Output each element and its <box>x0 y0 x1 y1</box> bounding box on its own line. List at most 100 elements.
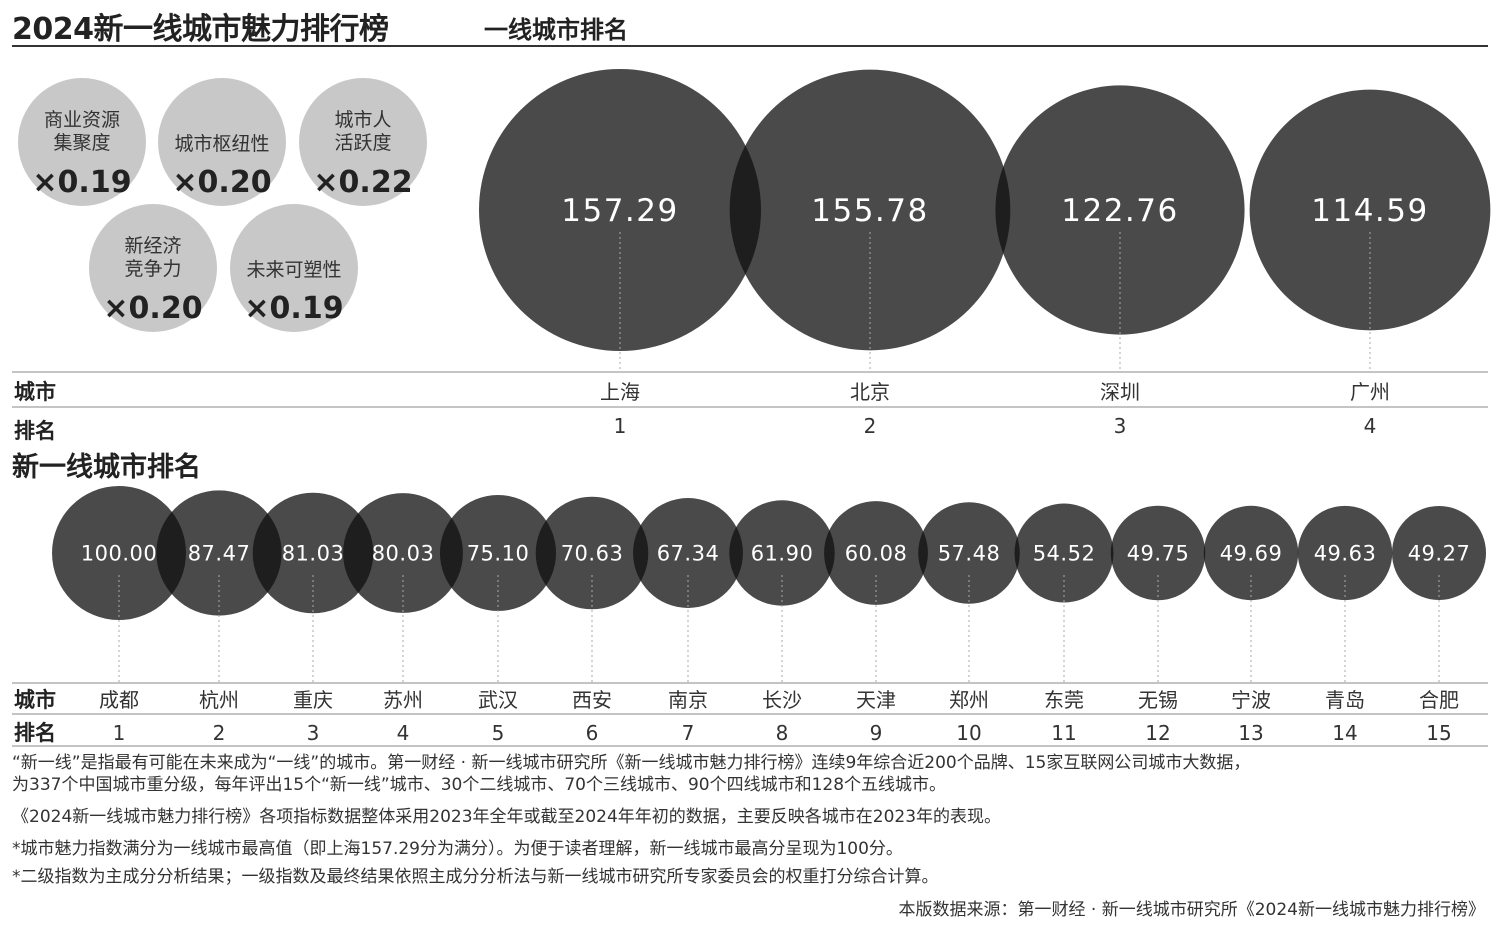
newtier1-bubble <box>1391 505 1487 601</box>
newtier1-value-label: 75.10 <box>467 541 530 565</box>
factor-label: 竞争力 <box>124 258 181 280</box>
factor-bubble <box>158 78 286 206</box>
newtier1-value-label: 60.08 <box>845 541 908 565</box>
newtier1-value-label: 49.69 <box>1220 541 1283 565</box>
page-title: 2024新一线城市魅力排行榜 <box>12 12 389 47</box>
note-line-3: 《2024新一线城市魅力排行榜》各项指标数据整体采用2023年全年或截至2024… <box>12 807 1002 827</box>
newtier1-city-label: 长沙 <box>762 688 802 712</box>
newtier1-value-label: 81.03 <box>282 541 345 565</box>
note-line-5: *二级指数为主成分分析结果；一级指数及最终结果依照主成分分析法与新一线城市研究所… <box>12 867 939 887</box>
newtier1-rank-label: 9 <box>870 721 883 745</box>
newtier1-value-label: 49.27 <box>1408 541 1471 565</box>
title-divider <box>12 45 1488 47</box>
factor-bubble <box>299 78 427 206</box>
newtier1-rank-label: 7 <box>682 721 695 745</box>
newtier1-city-label: 无锡 <box>1138 688 1178 712</box>
newtier1-city-label: 东莞 <box>1044 688 1084 712</box>
newtier1-city-label: 南京 <box>668 688 708 712</box>
tier1-value-label: 157.29 <box>561 193 678 229</box>
tier1-city-header: 城市 <box>14 380 56 404</box>
tier1-chart-title: 一线城市排名 <box>484 16 628 44</box>
newtier1-rank-label: 10 <box>956 721 981 745</box>
newtier1-rank-label: 4 <box>397 721 410 745</box>
newtier1-city-label: 重庆 <box>293 688 333 712</box>
newtier1-rank-label: 5 <box>492 721 505 745</box>
newtier1-rank-label: 1 <box>113 721 126 745</box>
tier1-bubble <box>479 69 761 351</box>
factor-bubble <box>230 204 358 332</box>
factor-bubble <box>18 78 146 206</box>
newtier1-bubble <box>156 490 282 616</box>
newtier1-bubble <box>252 492 374 614</box>
newtier1-city-label: 西安 <box>572 688 612 712</box>
newtier1-value-label: 80.03 <box>372 541 435 565</box>
newtier1-value-label: 70.63 <box>561 541 624 565</box>
newtier1-rank-label: 11 <box>1051 721 1076 745</box>
factor-bubble <box>89 204 217 332</box>
tier1-city-label: 深圳 <box>1100 380 1140 404</box>
tier1-city-label: 北京 <box>850 380 890 404</box>
tier1-value-label: 114.59 <box>1311 193 1428 229</box>
newtier1-bubble <box>1014 503 1114 603</box>
newtier1-rank-label: 8 <box>776 721 789 745</box>
factor-label: 集聚度 <box>53 132 110 154</box>
newtier1-rank-header: 排名 <box>14 721 56 745</box>
factor-weight: ×0.19 <box>32 165 131 200</box>
newtier1-rank-label: 13 <box>1238 721 1263 745</box>
newtier1-value-label: 100.00 <box>81 541 157 565</box>
data-source: 本版数据来源：第一财经 · 新一线城市研究所《2024新一线城市魅力排行榜》 <box>898 900 1485 920</box>
newtier1-value-label: 87.47 <box>188 541 251 565</box>
newtier1-city-label: 宁波 <box>1231 688 1271 712</box>
new-tier1-chart-title: 新一线城市排名 <box>12 452 201 483</box>
newtier1-bubble <box>1110 505 1206 601</box>
newtier1-bubble <box>439 494 557 612</box>
factor-label: 城市枢纽性 <box>174 133 269 155</box>
newtier1-bubble <box>633 498 743 608</box>
newtier1-value-label: 49.63 <box>1314 541 1377 565</box>
tier1-rank-label: 3 <box>1114 414 1127 438</box>
factor-weight: ×0.22 <box>313 165 412 200</box>
tier1-rank-label: 2 <box>864 414 877 438</box>
newtier1-rank-label: 3 <box>307 721 320 745</box>
newtier1-bubble <box>729 500 835 606</box>
note-line-4: *城市魅力指数满分为一线城市最高值（即上海157.29分为满分）。为便于读者理解… <box>12 839 903 859</box>
newtier1-rank-label: 2 <box>213 721 226 745</box>
factor-label: 未来可塑性 <box>246 259 341 281</box>
newtier1-bubble <box>918 502 1020 604</box>
newtier1-rank-label: 12 <box>1145 721 1170 745</box>
note-line-1: “新一线”是指最有可能在未来成为“一线”的城市。第一财经 · 新一线城市研究所《… <box>12 753 1251 773</box>
factor-weight: ×0.20 <box>103 291 202 326</box>
newtier1-city-label: 苏州 <box>383 688 423 712</box>
newtier1-bubble <box>52 486 186 620</box>
newtier1-value-label: 57.48 <box>938 541 1001 565</box>
newtier1-city-label: 武汉 <box>478 688 518 712</box>
tier1-rank-label: 4 <box>1364 414 1377 438</box>
tier1-bubble <box>1249 89 1491 331</box>
newtier1-city-label: 青岛 <box>1325 688 1365 712</box>
note-line-2: 为337个中国城市重分级，每年评出15个“新一线”城市、30个二线城市、70个三… <box>12 775 947 795</box>
newtier1-bubble <box>824 501 928 605</box>
tier1-rank-header: 排名 <box>14 419 56 443</box>
factor-label: 商业资源 <box>44 109 120 131</box>
newtier1-city-label: 合肥 <box>1419 688 1459 712</box>
factor-weight: ×0.20 <box>172 165 271 200</box>
factor-weight: ×0.19 <box>244 291 343 326</box>
factor-label: 新经济 <box>124 235 181 257</box>
tier1-city-label: 广州 <box>1350 380 1390 404</box>
newtier1-city-header: 城市 <box>14 688 56 712</box>
newtier1-value-label: 54.52 <box>1033 541 1096 565</box>
newtier1-city-label: 成都 <box>99 688 139 712</box>
factor-label: 活跃度 <box>334 132 391 154</box>
newtier1-bubble <box>1203 505 1299 601</box>
newtier1-bubble <box>1297 505 1393 601</box>
newtier1-city-label: 天津 <box>856 688 896 712</box>
newtier1-rank-label: 14 <box>1332 721 1357 745</box>
tier1-rank-label: 1 <box>614 414 627 438</box>
tier1-bubble <box>729 69 1011 351</box>
tier1-bubble <box>995 85 1245 335</box>
tier1-value-label: 155.78 <box>811 193 928 229</box>
newtier1-city-label: 郑州 <box>949 688 989 712</box>
newtier1-rank-label: 15 <box>1426 721 1451 745</box>
tier1-value-label: 122.76 <box>1061 193 1178 229</box>
